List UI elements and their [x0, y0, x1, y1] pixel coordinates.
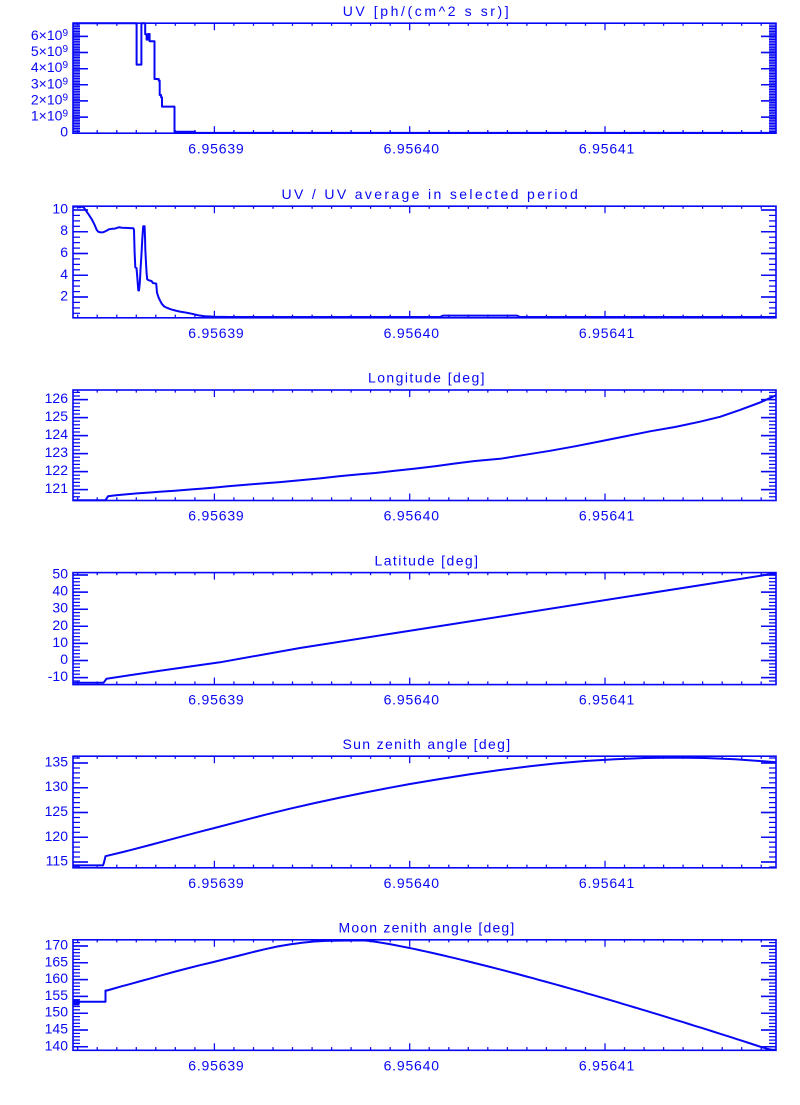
svg-text:120: 120 — [45, 828, 69, 844]
svg-text:6.95640: 6.95640 — [384, 325, 440, 341]
svg-text:50: 50 — [52, 566, 68, 582]
svg-text:6.95639: 6.95639 — [188, 140, 244, 156]
svg-text:150: 150 — [45, 1004, 69, 1020]
svg-text:6.95640: 6.95640 — [384, 692, 440, 708]
svg-text:6: 6 — [60, 244, 68, 260]
svg-text:6.95641: 6.95641 — [579, 325, 635, 341]
svg-text:UV [ph/(cm^2 s sr)]: UV [ph/(cm^2 s sr)] — [343, 3, 512, 19]
svg-text:125: 125 — [45, 408, 69, 424]
svg-text:4×109: 4×109 — [31, 59, 69, 75]
svg-text:5×109: 5×109 — [31, 43, 69, 59]
svg-text:6.95639: 6.95639 — [188, 1057, 244, 1073]
svg-text:6×109: 6×109 — [31, 27, 69, 43]
svg-text:6.95641: 6.95641 — [579, 140, 635, 156]
svg-text:6.95640: 6.95640 — [384, 508, 440, 524]
svg-text:-10: -10 — [48, 668, 68, 684]
svg-text:6.95641: 6.95641 — [579, 692, 635, 708]
svg-text:6.95641: 6.95641 — [579, 508, 635, 524]
svg-text:6.95641: 6.95641 — [579, 1057, 635, 1073]
svg-text:126: 126 — [45, 390, 69, 406]
svg-text:UV / UV average in selected pe: UV / UV average in selected period — [282, 186, 581, 202]
svg-text:125: 125 — [45, 803, 69, 819]
svg-text:Sun zenith angle [deg]: Sun zenith angle [deg] — [342, 736, 511, 752]
svg-text:4: 4 — [60, 266, 68, 282]
svg-text:2×109: 2×109 — [31, 91, 69, 107]
svg-text:170: 170 — [45, 937, 69, 953]
svg-text:10: 10 — [52, 634, 68, 650]
svg-text:8: 8 — [60, 222, 68, 238]
svg-text:160: 160 — [45, 970, 69, 986]
svg-text:165: 165 — [45, 953, 69, 969]
svg-text:20: 20 — [52, 617, 68, 633]
svg-text:115: 115 — [46, 853, 69, 869]
svg-text:124: 124 — [45, 426, 69, 442]
svg-text:6.95640: 6.95640 — [384, 140, 440, 156]
svg-text:6.95641: 6.95641 — [579, 875, 635, 891]
svg-text:135: 135 — [45, 754, 69, 770]
svg-text:122: 122 — [45, 462, 69, 478]
svg-text:140: 140 — [45, 1037, 69, 1053]
svg-text:123: 123 — [45, 444, 69, 460]
svg-text:Moon zenith angle [deg]: Moon zenith angle [deg] — [338, 920, 515, 936]
svg-text:6.95640: 6.95640 — [384, 875, 440, 891]
svg-text:6.95640: 6.95640 — [384, 1057, 440, 1073]
svg-text:2: 2 — [60, 288, 68, 304]
svg-text:6.95639: 6.95639 — [188, 875, 244, 891]
svg-text:145: 145 — [45, 1021, 69, 1037]
svg-text:130: 130 — [45, 778, 69, 794]
svg-text:6.95639: 6.95639 — [188, 692, 244, 708]
svg-text:40: 40 — [52, 583, 68, 599]
svg-text:3×109: 3×109 — [31, 75, 69, 91]
svg-text:Longitude [deg]: Longitude [deg] — [368, 370, 486, 386]
svg-text:0: 0 — [60, 651, 68, 667]
svg-text:30: 30 — [52, 600, 68, 616]
svg-text:155: 155 — [45, 987, 69, 1003]
svg-text:121: 121 — [45, 480, 69, 496]
svg-text:Latitude [deg]: Latitude [deg] — [374, 552, 479, 568]
svg-text:6.95639: 6.95639 — [188, 325, 244, 341]
svg-text:1×109: 1×109 — [31, 108, 69, 124]
svg-text:0: 0 — [60, 124, 68, 140]
svg-text:6.95639: 6.95639 — [188, 508, 244, 524]
svg-text:10: 10 — [52, 201, 68, 217]
